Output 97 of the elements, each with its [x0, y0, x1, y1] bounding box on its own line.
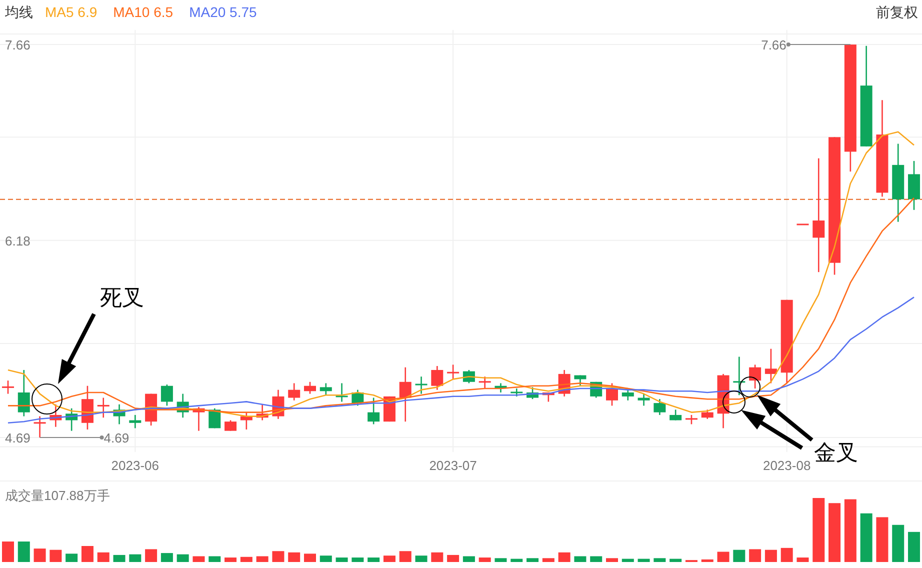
- bar: [606, 558, 618, 562]
- bar: [224, 558, 237, 562]
- bar: [145, 549, 158, 562]
- bar: [399, 551, 412, 562]
- candlestick: [34, 416, 46, 438]
- candlestick: [399, 366, 412, 422]
- bar: [2, 542, 14, 562]
- bar: [876, 517, 888, 562]
- candlestick: [654, 398, 666, 416]
- candlestick: [764, 348, 777, 384]
- bar: [860, 513, 872, 562]
- candlestick: [638, 393, 650, 406]
- bar: [336, 558, 348, 562]
- bar: [494, 558, 507, 562]
- bar: [574, 556, 586, 562]
- bar: [66, 554, 78, 562]
- bar: [208, 556, 221, 562]
- candlestick: [18, 369, 30, 417]
- chart-title: 成交量107.88万手: [5, 488, 110, 503]
- bar: [383, 556, 396, 562]
- candlestick: [478, 376, 491, 390]
- bar: [717, 552, 730, 562]
- bar: [415, 556, 428, 562]
- candlestick: [2, 380, 14, 394]
- bar: [510, 558, 523, 562]
- candlestick: [415, 376, 428, 394]
- bar: [590, 556, 602, 562]
- annotation: 死叉: [100, 285, 144, 310]
- bar: [192, 556, 205, 562]
- bar: [129, 554, 142, 562]
- bar: [622, 558, 634, 562]
- candlestick: [129, 414, 142, 429]
- bar: [368, 558, 380, 562]
- candlestick: [812, 158, 825, 273]
- candlestick: [606, 382, 618, 406]
- bar: [844, 499, 856, 562]
- candlestick: [670, 409, 682, 421]
- bar: [908, 532, 920, 562]
- bar: [447, 554, 460, 562]
- candlestick: [447, 364, 460, 380]
- bar: [749, 549, 762, 562]
- bar: [431, 552, 444, 562]
- bar: [160, 553, 173, 562]
- bar: [50, 550, 62, 562]
- bar: [81, 546, 94, 562]
- bar: [812, 498, 825, 562]
- bar: [18, 542, 30, 562]
- bar: [97, 552, 110, 562]
- candlestick: [733, 356, 746, 396]
- bar: [288, 552, 300, 562]
- bar: [670, 558, 682, 562]
- bar: [733, 550, 746, 562]
- bar: [764, 550, 777, 562]
- annotation: 金叉: [814, 440, 858, 465]
- bar: [542, 558, 554, 562]
- candlestick: [431, 365, 444, 390]
- candlestick: [160, 384, 173, 406]
- x-tick-label: 2023-07: [429, 458, 477, 473]
- candlestick: [240, 412, 252, 430]
- bar: [256, 556, 268, 562]
- bar: [304, 554, 316, 562]
- bar: [701, 559, 714, 562]
- x-tick-label: 2023-08: [762, 458, 811, 473]
- annotation: 7.66: [761, 38, 786, 53]
- bar: [272, 551, 284, 562]
- candlestick: [304, 381, 316, 394]
- x-tick-label: 2023-06: [111, 458, 160, 473]
- candlestick: [97, 397, 110, 418]
- bar: [478, 558, 491, 562]
- bar: [558, 552, 570, 562]
- annotation: 4.69: [104, 430, 130, 446]
- candlestick: [288, 382, 300, 402]
- bar: [828, 503, 841, 562]
- bar: [638, 558, 650, 562]
- bar: [462, 556, 475, 562]
- bar: [352, 558, 364, 562]
- bar: [240, 556, 252, 562]
- y-tick-label: 6.18: [5, 233, 30, 248]
- bar: [113, 554, 126, 562]
- y-tick-label: 7.66: [5, 38, 30, 53]
- bar: [654, 558, 666, 562]
- bar: [892, 524, 904, 562]
- candlestick: [749, 364, 762, 390]
- bar: [780, 548, 793, 562]
- candlestick: [224, 420, 237, 432]
- candlestick: [685, 414, 698, 425]
- y-tick-label: 4.69: [5, 430, 30, 446]
- text: 前复权: [876, 4, 918, 20]
- candlestick: [701, 409, 714, 420]
- bar: [526, 558, 539, 562]
- bar: [34, 548, 46, 562]
- bar: [176, 554, 189, 562]
- candlestick: [368, 397, 380, 425]
- candlestick: [320, 382, 332, 396]
- bar: [320, 556, 332, 562]
- bar: [796, 558, 809, 562]
- legend: 均线 MA5 6.9 MA10 6.5 MA20 5.75: [5, 4, 257, 20]
